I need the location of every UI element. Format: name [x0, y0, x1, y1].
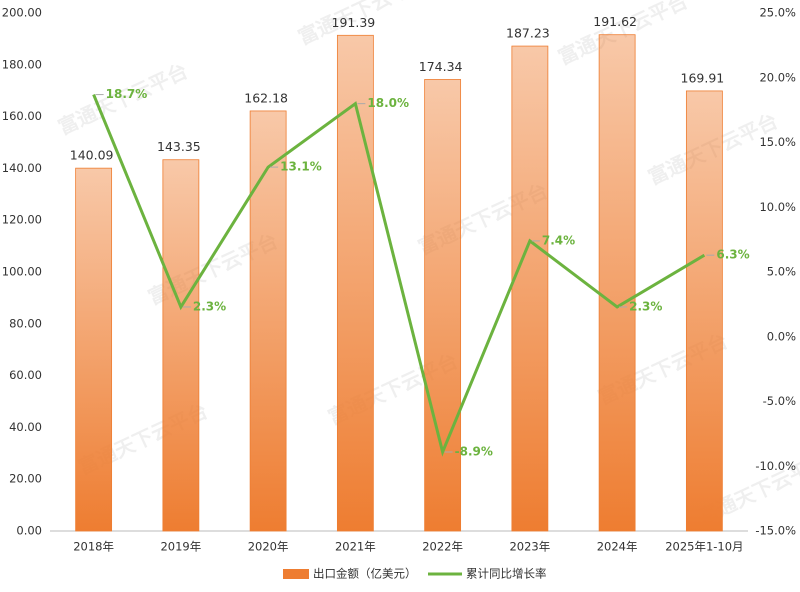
y2-tick-label: 20.0% [759, 70, 796, 84]
bar [249, 110, 287, 532]
bar-value-label: 191.39 [332, 15, 376, 30]
line-value-label: 2.3% [193, 299, 226, 313]
x-tick-label: 2024年 [597, 540, 638, 554]
y-tick-label: 180.00 [2, 57, 42, 71]
x-tick-label: 2022年 [422, 540, 463, 554]
y2-tick-label: 0.0% [767, 329, 796, 343]
bar [511, 45, 549, 532]
line-value-label: 13.1% [280, 160, 322, 174]
line-value-label: 6.3% [716, 248, 749, 262]
y-tick-label: 160.00 [2, 109, 42, 123]
legend-label: 出口金额（亿美元） [313, 567, 417, 581]
y-tick-label: 20.00 [9, 472, 42, 486]
y2-tick-label: 25.0% [759, 6, 796, 20]
bar-value-label: 169.91 [681, 70, 725, 85]
bar [162, 159, 200, 532]
bar [685, 90, 723, 532]
x-tick-label: 2020年 [248, 540, 289, 554]
bar-value-label: 187.23 [506, 26, 550, 41]
bar [424, 79, 462, 532]
line-value-label: 18.0% [367, 96, 409, 110]
x-tick-label: 2021年 [335, 540, 376, 554]
y-tick-label: 200.00 [2, 6, 42, 20]
legend-swatch [283, 569, 309, 579]
bar-value-label: 191.62 [593, 14, 637, 29]
bar-value-label: 140.09 [70, 148, 114, 163]
line-value-label: 2.3% [629, 299, 662, 313]
y-tick-label: 140.00 [2, 161, 42, 175]
y2-tick-label: 15.0% [759, 135, 796, 149]
y2-tick-label: 5.0% [767, 265, 796, 279]
x-tick-label: 2019年 [160, 540, 201, 554]
y-tick-label: 0.00 [16, 524, 42, 538]
y-tick-label: 40.00 [9, 420, 42, 434]
y2-tick-label: 10.0% [759, 200, 796, 214]
line [92, 94, 706, 457]
y-tick-label: 120.00 [2, 213, 42, 227]
y2-tick-label: -10.0% [755, 459, 796, 473]
bar-value-label: 174.34 [419, 59, 463, 74]
x-tick-label: 2025年1-10月 [665, 540, 743, 554]
bar-value-label: 143.35 [157, 139, 201, 154]
bar [336, 34, 374, 532]
line-value-label: 18.7% [106, 87, 148, 101]
y2-tick-label: -5.0% [763, 394, 796, 408]
bar [598, 34, 636, 532]
line-value-label: 7.4% [542, 233, 575, 247]
y-tick-label: 60.00 [9, 368, 42, 382]
x-tick-label: 2018年 [73, 540, 114, 554]
y2-tick-label: -15.0% [755, 524, 796, 538]
y-tick-label: 80.00 [9, 316, 42, 330]
y-tick-label: 100.00 [2, 265, 42, 279]
x-tick-label: 2023年 [509, 540, 550, 554]
bar [75, 167, 113, 532]
line-value-label: -8.9% [455, 445, 493, 459]
legend-label: 累计同比增长率 [466, 567, 547, 581]
bar-value-label: 162.18 [244, 90, 288, 105]
